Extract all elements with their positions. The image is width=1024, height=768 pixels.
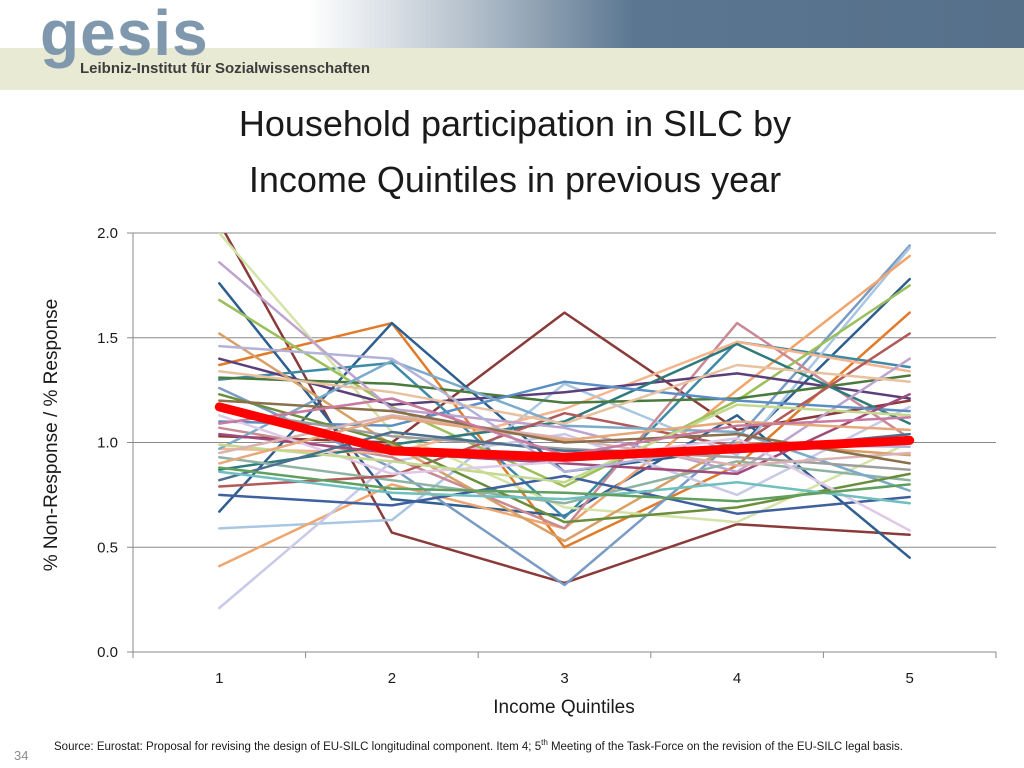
header-gradient-band	[0, 0, 1024, 48]
page-number: 34	[14, 748, 29, 763]
y-tick-label: 1.0	[97, 435, 118, 452]
series-line-country-10	[218, 405, 911, 610]
series-line-country-24	[218, 363, 911, 425]
source-suffix: Meeting of the Task-Force on the revisio…	[547, 740, 903, 753]
x-tick-label: 1	[215, 670, 223, 687]
x-tick-label: 4	[733, 670, 741, 687]
x-axis-label: Income Quintiles	[493, 697, 635, 718]
y-tick-label: 2.0	[97, 225, 118, 242]
x-tick-label: 5	[906, 670, 914, 687]
x-tick-label: 2	[388, 670, 396, 687]
series-line-country-27	[218, 474, 911, 515]
source-sup: th	[541, 738, 548, 747]
series-line-country-08	[218, 246, 911, 530]
source-note: Source: Eurostat: Proposal for revising …	[54, 738, 903, 753]
header-bar: gesis Leibniz-Institut für Sozialwissens…	[0, 0, 1024, 90]
x-tick-label: 3	[560, 670, 568, 687]
series-line-country-17	[218, 374, 911, 404]
y-axis-label: % Non-Response / % Response	[41, 298, 62, 572]
series-line-country-07	[218, 244, 911, 587]
y-tick-label: 1.5	[97, 330, 118, 347]
series-line-country-23	[218, 359, 911, 492]
series-group	[214, 233, 915, 610]
series-line-country-01	[223, 233, 911, 585]
series-line-country-11	[218, 233, 911, 524]
series-line-country-29	[218, 403, 911, 484]
series-line-country-14	[218, 284, 911, 488]
average-line	[214, 402, 915, 462]
y-tick-label: 0.5	[97, 539, 118, 556]
y-tick-label: 0.0	[97, 644, 118, 661]
source-prefix: Source: Eurostat: Proposal for revising …	[54, 740, 542, 753]
title-line-1: Household participation in SILC by	[238, 103, 792, 144]
gesis-logo: gesis	[40, 0, 209, 69]
slide-title: Household participation in SILC by Incom…	[130, 96, 900, 208]
logo-subtitle: Leibniz-Institut für Sozialwissenschafte…	[80, 60, 371, 77]
series-line-country-33	[218, 470, 911, 505]
series-line-country-06	[218, 340, 911, 520]
series-line-country-13	[218, 340, 911, 455]
series-line-country-20	[218, 380, 911, 427]
series-line-country-18	[218, 261, 911, 474]
series-line-country-03	[218, 311, 911, 549]
series-line-country-37	[218, 466, 911, 503]
title-line-2: Income Quintiles in previous year	[248, 159, 782, 200]
series-line-country-32	[218, 414, 911, 467]
